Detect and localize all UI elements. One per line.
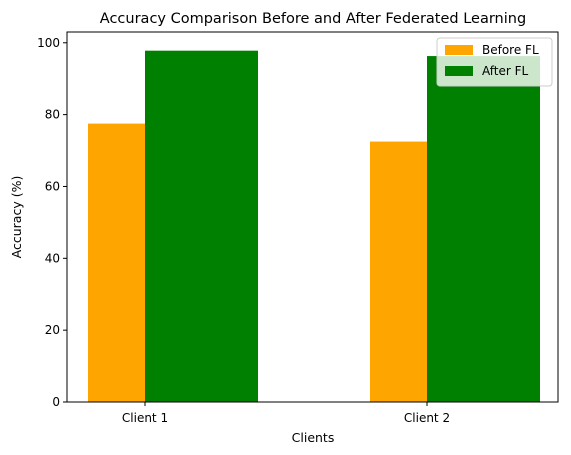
y-tick-label: 40 (45, 251, 60, 265)
legend-swatch (445, 66, 473, 76)
bars-group (88, 50, 540, 403)
y-tick-label: 20 (45, 323, 60, 337)
plot-frame (66, 31, 559, 403)
bar-before-fl-1 (88, 123, 145, 403)
x-axis-label: Clients (292, 430, 335, 445)
y-tick-label: 80 (45, 108, 60, 122)
legend-label: After FL (482, 64, 529, 78)
y-tick-label: 60 (45, 179, 60, 193)
bar-after-fl-2 (427, 56, 540, 402)
y-axis: 0 20 40 60 80 100 (37, 36, 67, 409)
legend-label: Before FL (482, 43, 539, 57)
bar-after-fl-1 (145, 50, 258, 402)
legend: Before FL After FL (436, 37, 553, 87)
y-axis-label: Accuracy (%) (9, 176, 24, 259)
x-axis: Client 1 Client 2 (122, 402, 450, 425)
x-tick-label: Client 2 (404, 411, 450, 425)
x-tick-label: Client 1 (122, 411, 168, 425)
y-tick-label: 100 (37, 36, 60, 50)
bar-before-fl-2 (370, 141, 427, 402)
legend-swatch (445, 45, 473, 55)
y-tick-label: 0 (52, 395, 60, 409)
chart-title: Accuracy Comparison Before and After Fed… (100, 11, 526, 27)
